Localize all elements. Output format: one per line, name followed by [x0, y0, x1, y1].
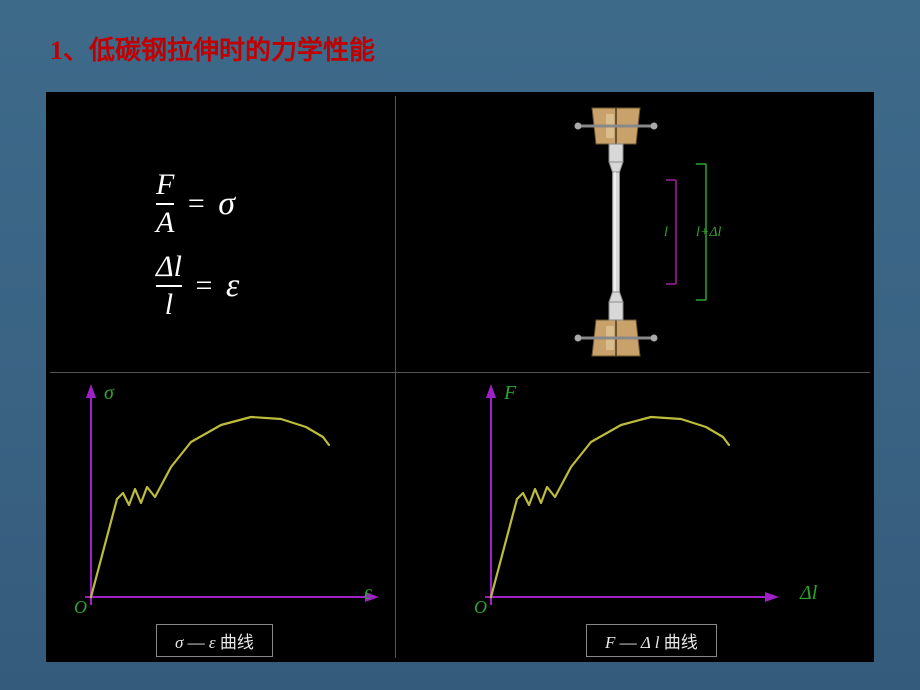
- formula2-rhs: ε: [226, 267, 239, 305]
- y-axis-label-sigma: σ: [104, 382, 114, 405]
- page-title: 1、低碳钢拉伸时的力学性能: [50, 30, 375, 67]
- caption-br-dl: Δ l: [641, 633, 660, 652]
- caption-bl-dash: —: [188, 633, 209, 652]
- y-axis-label-f: F: [504, 382, 516, 405]
- specimen-label-ldl: l+Δl: [696, 225, 721, 241]
- caption-br-curve: 曲线: [664, 633, 698, 652]
- quadrant-formulae: F A = σ Δl l = ε: [46, 92, 396, 372]
- caption-sigma-epsilon: σ — ε 曲线: [156, 624, 273, 657]
- formula2-numerator: Δl: [156, 252, 182, 282]
- origin-label-bl: O: [74, 597, 87, 618]
- title-text: 低碳钢拉伸时的力学性能: [89, 36, 375, 65]
- caption-force-elongation: F — Δ l 曲线: [586, 624, 717, 657]
- formula1-rhs: σ: [218, 185, 235, 223]
- title-prefix: 1、: [50, 36, 89, 65]
- quadrant-sigma-epsilon-chart: σ ε O σ — ε 曲线: [46, 372, 396, 662]
- equals-sign: =: [195, 269, 212, 303]
- x-axis-label-dl: Δl: [800, 582, 817, 605]
- caption-br-dash: —: [620, 633, 641, 652]
- specimen-label-l: l: [664, 225, 668, 241]
- x-axis-label-epsilon: ε: [364, 582, 372, 605]
- caption-bl-eps: ε: [209, 633, 216, 652]
- formula-stress: F A = σ: [156, 170, 235, 238]
- figure-panel: F A = σ Δl l = ε l l+Δl: [46, 92, 874, 662]
- formula2-denominator: l: [156, 290, 182, 320]
- caption-br-f: F: [605, 633, 615, 652]
- formula1-numerator: F: [156, 170, 174, 200]
- tensile-specimen-illustration: [396, 92, 874, 372]
- quadrant-specimen: l l+Δl: [396, 92, 874, 372]
- caption-bl-sigma: σ: [175, 633, 183, 652]
- formula1-denominator: A: [156, 208, 174, 238]
- sigma-epsilon-curve: [46, 372, 396, 632]
- slide: 1、低碳钢拉伸时的力学性能 F A = σ Δl l =: [0, 0, 920, 690]
- quadrant-force-elongation-chart: F Δl O F — Δ l 曲线: [396, 372, 874, 662]
- equals-sign: =: [188, 187, 205, 221]
- caption-bl-curve: 曲线: [220, 633, 254, 652]
- origin-label-br: O: [474, 597, 487, 618]
- formula-strain: Δl l = ε: [156, 252, 239, 320]
